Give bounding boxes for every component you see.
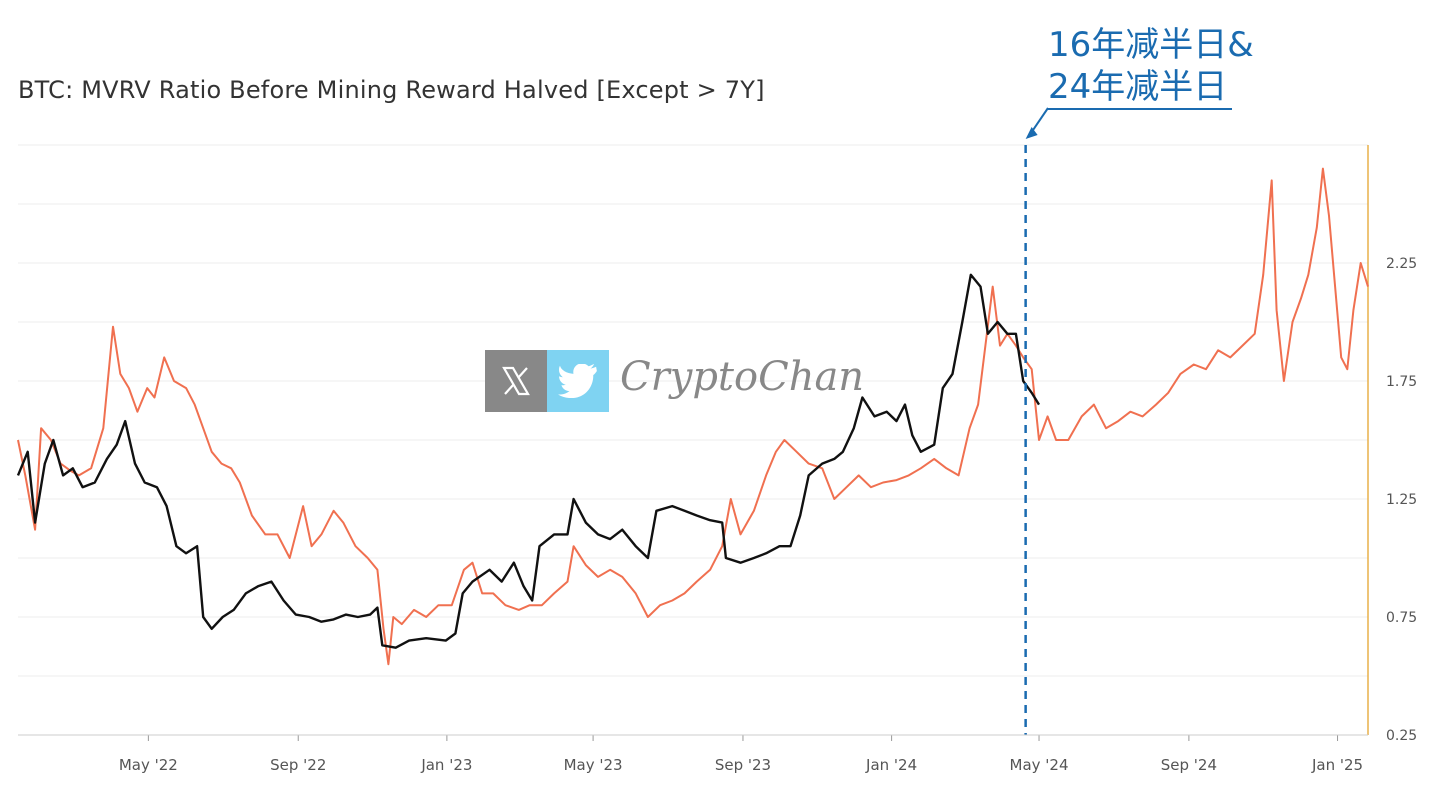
x-logo-icon: [485, 350, 547, 412]
x-tick-label: Sep '23: [715, 756, 771, 774]
x-tick-label: Jan '25: [1311, 756, 1363, 774]
x-tick-label: Sep '24: [1161, 756, 1217, 774]
y-tick-label: 1.25: [1386, 492, 1417, 508]
series-line-black: [16, 273, 1041, 649]
y-tick-label: 0.75: [1386, 610, 1417, 626]
x-tick-label: Jan '24: [865, 756, 917, 774]
y-tick-label: 1.75: [1386, 374, 1417, 390]
gridlines: [18, 144, 1369, 736]
twitter-bird-icon: [547, 350, 609, 412]
axis-labels: May '22 Sep '22 Jan '23 May '23 Sep '23 Jan '…: [18, 256, 1417, 774]
x-tick-label: May '22: [119, 756, 178, 774]
x-tick-label: Sep '22: [270, 756, 326, 774]
x-tick-label: May '23: [564, 756, 623, 774]
x-tick-label: May '24: [1010, 756, 1069, 774]
halving-annotation-line2: 24年减半日: [1048, 67, 1228, 107]
chart-title: BTC: MVRV Ratio Before Mining Reward Hal…: [18, 76, 765, 104]
y-tick-label: 2.25: [1386, 256, 1417, 272]
annotation-underline: [1048, 108, 1232, 110]
series-line-orange: [17, 167, 1369, 666]
y-tick-label: 0.25: [1386, 728, 1417, 744]
halving-marker: [1024, 107, 1049, 735]
annotation-arrowhead: [1025, 127, 1038, 139]
halving-annotation-line1: 16年减半日&: [1048, 25, 1254, 65]
watermark-text: CryptoChan: [620, 354, 865, 400]
x-tick-label: Jan '23: [420, 756, 472, 774]
series-lines: [16, 167, 1369, 666]
